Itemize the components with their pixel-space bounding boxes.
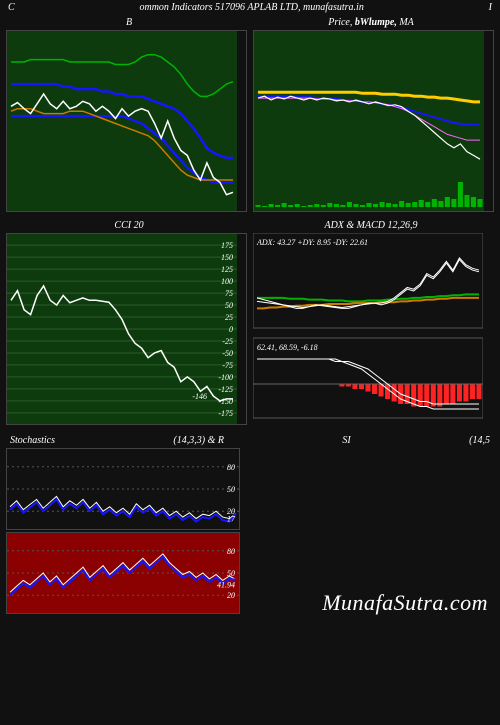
chart-titles-row-2: CCI 20 ADX & MACD 12,26,9 [0,218,500,233]
stoch-h-si: SI [342,435,350,446]
svg-text:-125: -125 [218,385,233,394]
svg-text:-175: -175 [218,409,233,418]
stochastics-block: Stochastics (14,3,3) & R SI (14,5 805020… [0,435,500,614]
stoch-top-chart: 80502017 [6,448,240,530]
svg-text:62.41, 68.59, -6.18: 62.41, 68.59, -6.18 [257,343,318,352]
svg-text:100: 100 [221,277,233,286]
svg-text:175: 175 [221,241,233,250]
svg-text:25: 25 [225,313,233,322]
svg-text:20: 20 [227,591,235,600]
svg-text:-146: -146 [192,392,207,401]
svg-text:41.94: 41.94 [217,581,235,590]
svg-text:150: 150 [221,253,233,262]
svg-text:ADX: 43.27 +DY: 8.95 -DY: 22.6: ADX: 43.27 +DY: 8.95 -DY: 22.61 [256,238,368,247]
svg-text:0: 0 [229,325,233,334]
adx-macd-chart: ADX: 43.27 +DY: 8.95 -DY: 22.61 62.41, 68… [253,233,494,425]
stoch-h-mid: (14,3,3) & R [173,435,224,446]
svg-text:50: 50 [225,301,233,310]
svg-text:-50: -50 [222,349,233,358]
bollinger-chart [6,30,247,212]
svg-text:-25: -25 [222,337,233,346]
stoch-h-right: (14,5 [469,435,490,446]
price-ma-title: Price, bWlumpe, MA [250,17,492,28]
svg-text:80: 80 [227,463,235,472]
adx-macd-title: ADX & MACD 12,26,9 [250,220,492,231]
price-ma-chart [253,30,494,212]
header-right: I [489,2,492,13]
svg-text:17: 17 [227,514,236,523]
svg-text:-75: -75 [222,361,233,370]
cci-title: CCI 20 [8,220,250,231]
stoch-h-left: Stochastics [10,435,55,446]
svg-text:80: 80 [227,547,235,556]
top-grid [0,30,500,212]
page-header: C ommon Indicators 517096 APLAB LTD, mun… [0,0,500,15]
svg-text:-100: -100 [218,373,233,382]
watermark: MunafaSutra.com [322,590,488,616]
svg-text:125: 125 [221,265,233,274]
header-center: ommon Indicators 517096 APLAB LTD, munaf… [139,2,363,13]
stoch-bottom-chart: 80502041.94 [6,532,240,614]
cci-chart: 1751501251007550250-25-50-75-100-125-150… [6,233,247,425]
header-left: C [8,2,15,13]
stoch-header: Stochastics (14,3,3) & R SI (14,5 [6,435,494,448]
bollinger-title: B [8,17,250,28]
mid-grid: 1751501251007550250-25-50-75-100-125-150… [0,233,500,425]
chart-titles-row-1: B Price, bWlumpe, MA [0,15,500,30]
svg-text:75: 75 [225,289,233,298]
svg-text:50: 50 [227,485,235,494]
